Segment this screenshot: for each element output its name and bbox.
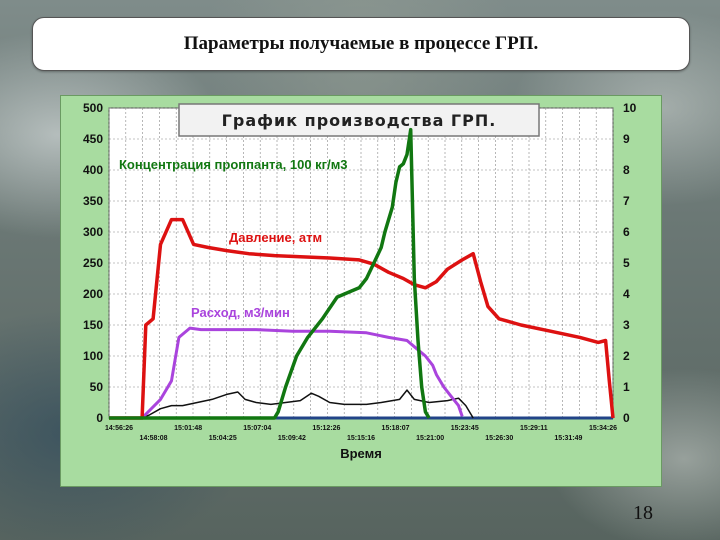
slide-title: Параметры получаемые в процессе ГРП.	[183, 33, 539, 54]
chart-title-group: График производства ГРП.	[178, 103, 540, 137]
x-tick-lower: 15:04:25	[209, 435, 237, 442]
x-tick-upper: 15:07:04	[243, 425, 271, 432]
y-tick-left: 150	[83, 318, 103, 332]
x-tick-upper: 15:01:48	[174, 425, 202, 432]
y-tick-left: 50	[90, 380, 104, 394]
series-label-pressure: Давление, атм	[229, 230, 322, 245]
y-tick-right: 8	[623, 163, 630, 177]
chart-frame: График производства ГРП. 0 50 100 150 200 250…	[60, 95, 662, 487]
x-axis-label: Время	[340, 446, 382, 461]
y-tick-right: 0	[623, 411, 630, 425]
y-tick-left: 350	[83, 194, 103, 208]
y-tick-left: 500	[83, 101, 103, 115]
y-tick-right: 3	[623, 318, 630, 332]
y-tick-left: 100	[83, 349, 103, 363]
x-tick-upper: 15:12:26	[312, 425, 340, 432]
pressure-chart: График производства ГРП. 050100150200250…	[83, 101, 637, 461]
series-label-concentration: Концентрация проппанта, 100 кг/м3	[119, 157, 348, 172]
x-tick-upper: 14:56:26	[105, 425, 133, 432]
y-tick-right: 1	[623, 380, 630, 394]
y-tick-left: 0	[96, 411, 103, 425]
series-line-black_line	[109, 389, 474, 419]
x-tick-upper: 15:18:07	[382, 425, 410, 432]
slide-title-box: Параметры получаемые в процессе ГРП.	[32, 17, 690, 71]
y-tick-right: 6	[623, 225, 630, 239]
chart-title-background	[178, 103, 540, 137]
x-tick-lower: 15:26:30	[485, 435, 513, 442]
series-line-pressure	[109, 217, 615, 420]
x-tick-lower: 15:31:49	[554, 435, 582, 442]
x-tick-upper: 15:23:45	[451, 425, 479, 432]
y-tick-right: 5	[623, 256, 630, 270]
y-tick-right: 4	[623, 287, 630, 301]
page-number: 18	[633, 502, 653, 524]
y-tick-right: 2	[623, 349, 630, 363]
y-tick-left: 200	[83, 287, 103, 301]
series-line-rate	[109, 326, 464, 420]
y-tick-right: 9	[623, 132, 630, 146]
chart-title: График производства ГРП.	[222, 111, 497, 130]
x-tick-lower: 15:21:00	[416, 435, 444, 442]
y-tick-left: 250	[83, 256, 103, 270]
x-tick-lower: 15:15:16	[347, 435, 375, 442]
x-tick-lower: 15:09:42	[278, 435, 306, 442]
y-tick-left: 450	[83, 132, 103, 146]
y-tick-right: 7	[623, 194, 630, 208]
y-tick-left: 300	[83, 225, 103, 239]
x-axis-ticks: 14:56:26 15:01:48 15:07:04 15:12:26 15:18:07…	[105, 425, 617, 442]
right-axis-ticks: 0 1 2 3 4 5 6 7 8 9 10	[623, 101, 637, 425]
x-tick-upper: 15:29:11	[520, 425, 548, 432]
series-labels: Давление, атм Расход, м3/мин Концентрация …	[119, 157, 348, 320]
series-group	[109, 127, 615, 420]
left-axis-ticks: 0 50 100 150 200 250 300 350 400 450 500	[83, 101, 103, 425]
series-line-concentration	[109, 127, 431, 420]
x-tick-lower: 14:58:08	[140, 435, 168, 442]
y-tick-left: 400	[83, 163, 103, 177]
y-tick-right: 10	[623, 101, 637, 115]
x-tick-upper: 15:34:26	[589, 425, 617, 432]
series-label-rate: Расход, м3/мин	[191, 305, 290, 320]
